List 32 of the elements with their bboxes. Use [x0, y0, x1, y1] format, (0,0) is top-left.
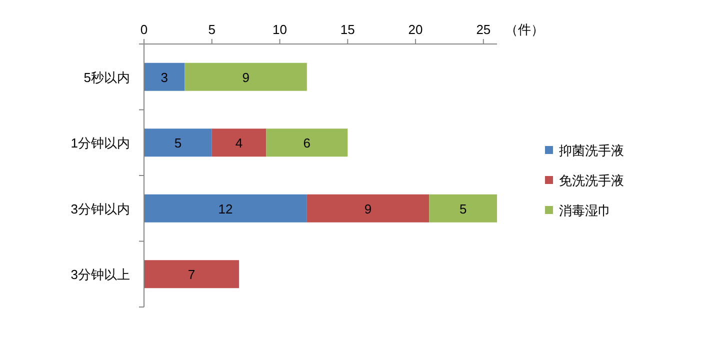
x-tick-label: 25: [476, 22, 491, 37]
legend-label: 抑菌洗手液: [559, 143, 624, 158]
bar: [144, 128, 212, 157]
legend-label: 消毒湿巾: [559, 203, 611, 218]
y-tick-label: 3分钟以上: [70, 267, 130, 282]
data-label: 9: [364, 201, 372, 216]
bar: [144, 194, 307, 222]
data-label: 5: [174, 136, 182, 151]
bar: [212, 128, 266, 157]
data-label: 4: [235, 136, 243, 151]
x-tick-label: 10: [272, 22, 288, 37]
x-tick-label: 0: [140, 22, 148, 37]
y-tick-label: 1分钟以内: [70, 136, 130, 151]
x-axis-title: （件）: [505, 22, 544, 37]
y-tick-label: 5秒以内: [84, 70, 130, 85]
x-tick-label: 15: [340, 22, 355, 37]
y-tick-label: 3分钟以内: [70, 201, 130, 216]
legend-label: 免洗洗手液: [559, 173, 624, 188]
bar: [266, 128, 348, 157]
data-label: 5: [459, 201, 467, 216]
data-label: 3: [160, 70, 168, 85]
data-label: 12: [218, 201, 233, 216]
x-tick-label: 20: [408, 22, 423, 37]
bar: [429, 194, 497, 222]
bar: [184, 62, 307, 91]
data-label: 6: [303, 136, 311, 151]
data-label: 7: [188, 267, 196, 282]
data-label: 9: [242, 70, 250, 85]
x-tick-label: 5: [208, 22, 216, 37]
bar: [306, 194, 430, 222]
bar: [144, 62, 185, 91]
bar: [144, 260, 240, 288]
